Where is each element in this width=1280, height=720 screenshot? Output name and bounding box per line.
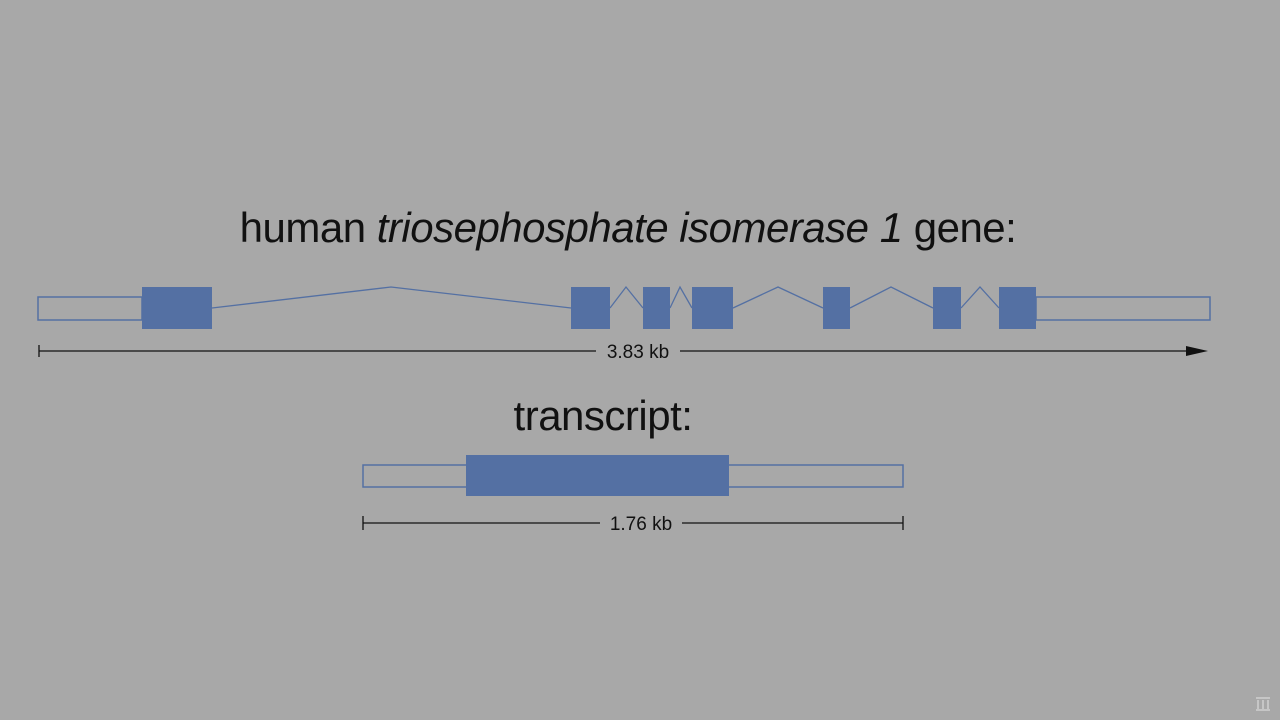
gene-5-utr (37, 296, 143, 321)
gene-introns (211, 285, 1000, 309)
logo-icon (1256, 697, 1270, 711)
gene-scale-bar: 3.83 kb (38, 342, 1208, 363)
exon-1 (142, 287, 212, 329)
exon-2 (571, 287, 610, 329)
intron-2 (609, 285, 644, 309)
intron-1 (211, 286, 572, 309)
exon-5 (823, 287, 850, 329)
intron-6 (960, 286, 1000, 309)
transcript-title: transcript: (513, 392, 693, 439)
transcript-5-utr (362, 464, 468, 488)
transcript-scale-bar: 1.76 kb (362, 514, 904, 535)
intron-4 (732, 286, 824, 309)
gene-title-italic: triosephosphate isomerase 1 (376, 204, 903, 251)
gene-exons (142, 287, 1036, 329)
scale-arrowhead-icon (1186, 346, 1208, 356)
exon-3 (643, 287, 670, 329)
transcript-3-utr (727, 464, 904, 488)
exon-4 (692, 287, 733, 329)
transcript-length-label: 1.76 kb (610, 514, 672, 535)
gene-3-utr (1035, 296, 1211, 321)
gene-title-suffix: gene: (902, 204, 1017, 251)
exon-6 (933, 287, 961, 329)
gene-title-prefix: human (239, 204, 377, 251)
gene-title: human triosephosphate isomerase 1 gene: (0, 204, 1256, 252)
exon-7 (999, 287, 1036, 329)
intron-3 (669, 285, 693, 309)
gene-length-label: 3.83 kb (607, 342, 669, 363)
intron-5 (849, 286, 934, 309)
transcript-coding-region (466, 455, 729, 496)
